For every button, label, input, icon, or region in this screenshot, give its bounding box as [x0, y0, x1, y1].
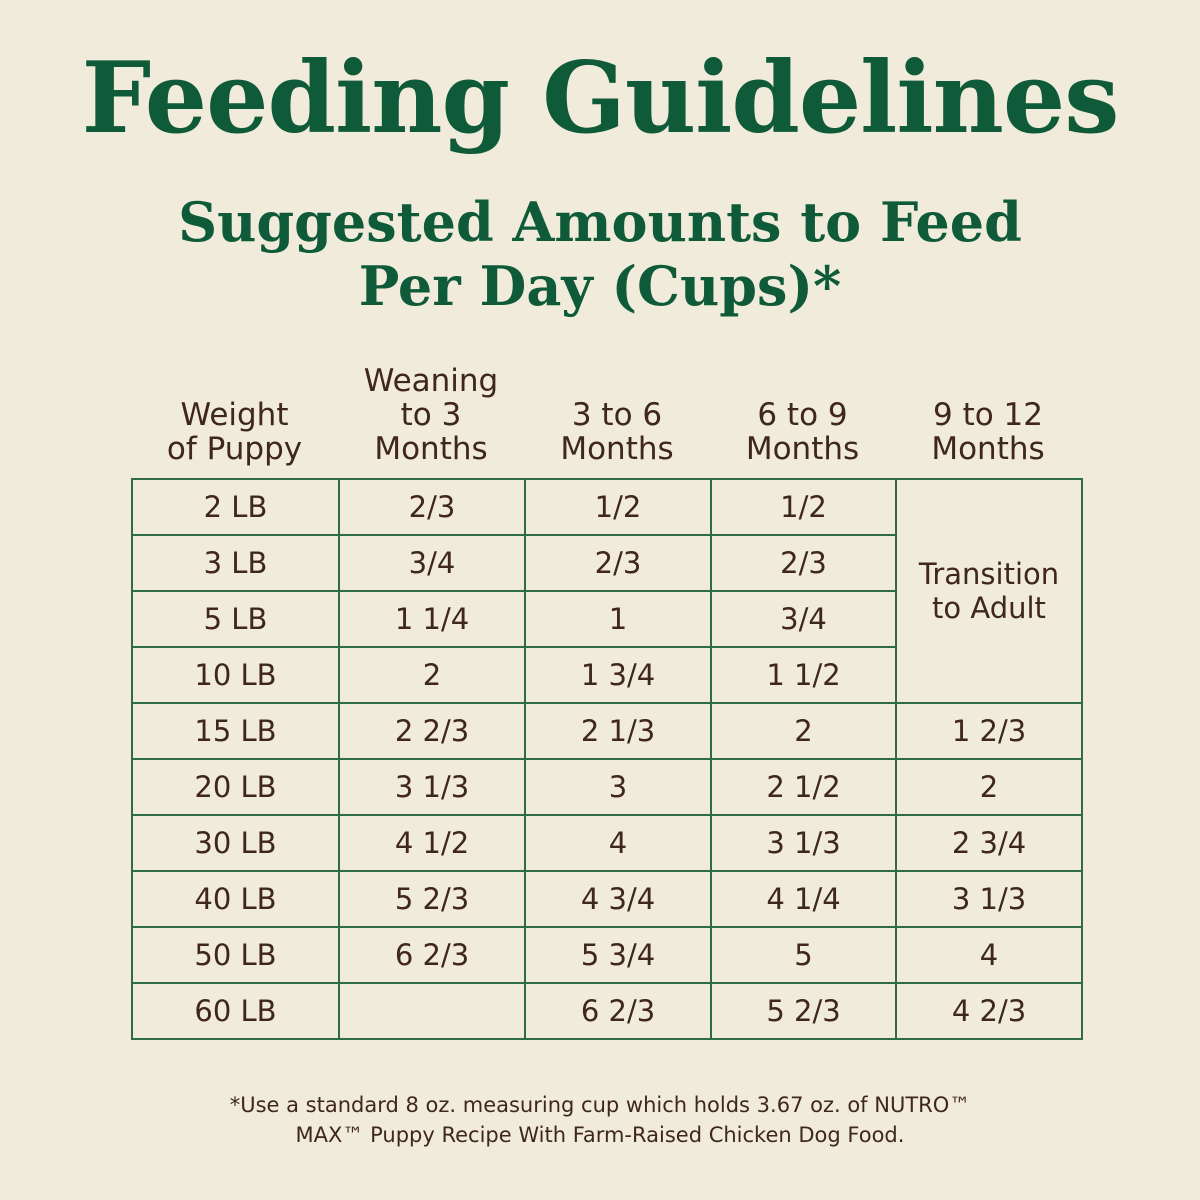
table-row: 50 LB 6 2/3 5 3/4 5 4: [131, 926, 1083, 984]
weight-cell: 15 LB: [131, 702, 340, 760]
transition-line-2: to Adult: [932, 591, 1046, 625]
3-6-months-cell: 6 2/3: [524, 982, 712, 1040]
table-row: 40 LB 5 2/3 4 3/4 4 1/4 3 1/3: [131, 870, 1083, 928]
header-9-to-12-months: 9 to 12 Months: [895, 398, 1081, 466]
3-6-months-cell: 1: [524, 590, 712, 648]
table-row: 60 LB 6 2/3 5 2/3 4 2/3: [131, 982, 1083, 1040]
weight-cell: 3 LB: [131, 534, 340, 592]
header-weaning-line-1: Weaning: [363, 363, 499, 399]
transition-line-1: Transition: [918, 557, 1060, 591]
table-row: 30 LB 4 1/2 4 3 1/3 2 3/4: [131, 814, 1083, 872]
header-3-6-line-1: 3 to 6: [571, 397, 663, 433]
weaning-cell: 3 1/3: [338, 758, 526, 816]
weaning-cell: 1 1/4: [338, 590, 526, 648]
header-6-to-9-months: 6 to 9 Months: [710, 398, 895, 466]
header-weight-of-puppy: Weight of Puppy: [131, 398, 338, 466]
table-row: 15 LB 2 2/3 2 1/3 2 1 2/3: [131, 702, 1083, 760]
weaning-cell: [338, 982, 526, 1040]
6-9-months-cell: 2 1/2: [710, 758, 897, 816]
6-9-months-cell: 2/3: [710, 534, 897, 592]
6-9-months-cell: 2: [710, 702, 897, 760]
weaning-cell: 2/3: [338, 478, 526, 536]
footnote: *Use a standard 8 oz. measuring cup whic…: [0, 1090, 1200, 1150]
3-6-months-cell: 3: [524, 758, 712, 816]
header-weight-line-1: Weight: [180, 397, 289, 433]
weaning-cell: 5 2/3: [338, 870, 526, 928]
weaning-cell: 4 1/2: [338, 814, 526, 872]
header-9-12-line-1: 9 to 12: [933, 397, 1043, 433]
6-9-months-cell: 4 1/4: [710, 870, 897, 928]
subtitle-line-1: Suggested Amounts to Feed: [178, 190, 1022, 254]
weight-cell: 50 LB: [131, 926, 340, 984]
weight-cell: 60 LB: [131, 982, 340, 1040]
header-3-6-line-2: Months: [560, 431, 674, 467]
6-9-months-cell: 1 1/2: [710, 646, 897, 704]
6-9-months-cell: 1/2: [710, 478, 897, 536]
weaning-cell: 3/4: [338, 534, 526, 592]
3-6-months-cell: 4: [524, 814, 712, 872]
table-row: 2 LB 2/3 1/2 1/2 Transition to Adult: [131, 478, 1083, 704]
header-6-9-line-1: 6 to 9: [757, 397, 848, 433]
6-9-months-cell: 3 1/3: [710, 814, 897, 872]
subtitle: Suggested Amounts to Feed Per Day (Cups)…: [0, 190, 1200, 318]
weaning-cell: 2: [338, 646, 526, 704]
9-12-months-cell: 1 2/3: [895, 702, 1083, 760]
3-6-months-cell: 2 1/3: [524, 702, 712, 760]
weight-cell: 10 LB: [131, 646, 340, 704]
weight-cell: 30 LB: [131, 814, 340, 872]
6-9-months-cell: 5: [710, 926, 897, 984]
3-6-months-cell: 1 3/4: [524, 646, 712, 704]
6-9-months-cell: 3/4: [710, 590, 897, 648]
3-6-months-cell: 1/2: [524, 478, 712, 536]
weight-cell: 5 LB: [131, 590, 340, 648]
3-6-months-cell: 5 3/4: [524, 926, 712, 984]
header-weaning-to-3-months: Weaning to 3 Months: [338, 364, 524, 466]
header-3-to-6-months: 3 to 6 Months: [524, 398, 710, 466]
page-title: Feeding Guidelines: [81, 41, 1120, 156]
3-6-months-cell: 2/3: [524, 534, 712, 592]
table-row: 20 LB 3 1/3 3 2 1/2 2: [131, 758, 1083, 816]
9-12-months-cell: 4 2/3: [895, 982, 1083, 1040]
weaning-cell: 2 2/3: [338, 702, 526, 760]
3-6-months-cell: 4 3/4: [524, 870, 712, 928]
weight-cell: 20 LB: [131, 758, 340, 816]
header-weaning-line-3: Months: [374, 431, 488, 467]
feeding-table: 2 LB 2/3 1/2 1/2 Transition to Adult 3 L…: [131, 478, 1083, 1040]
weaning-cell: 6 2/3: [338, 926, 526, 984]
header-weaning-line-2: to 3: [400, 397, 462, 433]
table-row: 3 LB 3/4 2/3 2/3: [131, 534, 1082, 592]
footnote-line-2: MAX™ Puppy Recipe With Farm-Raised Chick…: [295, 1123, 905, 1147]
table-row: 5 LB 1 1/4 1 3/4: [131, 590, 1082, 648]
9-12-months-cell: 4: [895, 926, 1083, 984]
footnote-line-1: *Use a standard 8 oz. measuring cup whic…: [229, 1093, 971, 1117]
6-9-months-cell: 5 2/3: [710, 982, 897, 1040]
transition-to-adult-cell: Transition to Adult: [895, 478, 1083, 704]
subtitle-line-2: Per Day (Cups)*: [358, 254, 842, 318]
weight-cell: 40 LB: [131, 870, 340, 928]
9-12-months-cell: 2 3/4: [895, 814, 1083, 872]
weight-cell: 2 LB: [131, 478, 340, 536]
header-weight-line-2: of Puppy: [166, 431, 303, 467]
header-6-9-line-2: Months: [745, 431, 860, 467]
9-12-months-cell: 3 1/3: [895, 870, 1083, 928]
table-row: 10 LB 2 1 3/4 1 1/2: [131, 646, 1082, 704]
9-12-months-cell: 2: [895, 758, 1083, 816]
header-9-12-line-2: Months: [931, 431, 1045, 467]
